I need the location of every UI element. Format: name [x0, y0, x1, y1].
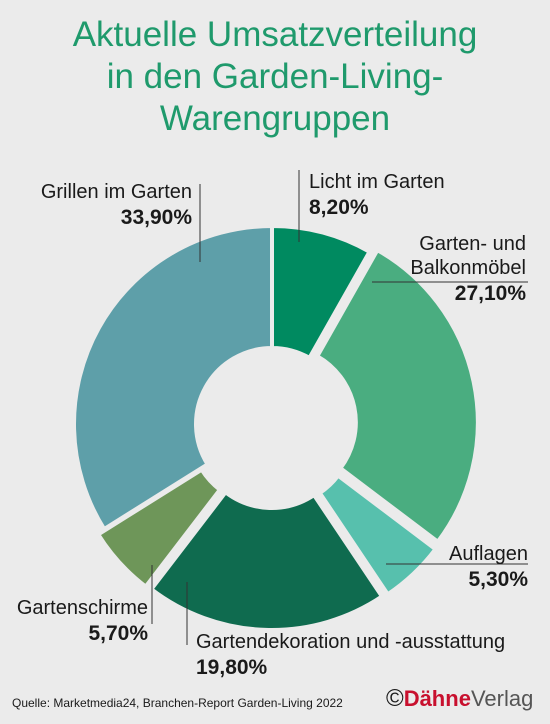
title-line-2: in den Garden-Living-	[106, 57, 444, 96]
label-auflagen-value: 5,30%	[468, 568, 528, 591]
label-gartendekoration: Gartendekoration und -ausstattung 19,80%	[196, 630, 505, 681]
publisher-logo: ©DähneVerlag	[386, 686, 533, 712]
label-moebel-name-line2: Balkonmöbel	[410, 257, 526, 279]
title-line-1: Aktuelle Umsatzverteilung	[72, 15, 478, 54]
copyright-symbol: ©	[386, 685, 404, 712]
label-moebel-value: 27,10%	[454, 282, 526, 305]
label-schirme-value: 5,70%	[88, 622, 148, 645]
label-grillen-im-garten: Grillen im Garten 33,90%	[41, 180, 192, 231]
label-auflagen: Auflagen 5,30%	[449, 542, 528, 593]
logo-brand: Dähne	[403, 686, 471, 711]
label-moebel-name-line1: Garten- und	[419, 233, 526, 255]
label-grillen-value: 33,90%	[120, 206, 192, 229]
title-line-3: Warengruppen	[159, 99, 391, 138]
logo-suffix: Verlag	[470, 686, 534, 711]
label-licht-im-garten: Licht im Garten 8,20%	[309, 170, 445, 221]
chart-title: Aktuelle Umsatzverteilung in den Garden-…	[0, 14, 550, 140]
label-schirme-name: Gartenschirme	[16, 597, 148, 619]
slice-auflagen	[317, 472, 439, 598]
label-licht-name: Licht im Garten	[309, 171, 445, 193]
label-deko-name: Gartendekoration und -ausstattung	[196, 631, 506, 653]
label-deko-value: 19,80%	[196, 656, 268, 679]
label-gartenschirme: Gartenschirme 5,70%	[17, 596, 148, 647]
source-note: Quelle: Marketmedia24, Branchen-Report G…	[12, 696, 343, 710]
label-garten-und-balkonmoebel: Garten- und Balkonmöbel 27,10%	[410, 232, 526, 307]
slice-grillen-im-garten	[72, 223, 274, 532]
label-auflagen-name: Auflagen	[449, 543, 528, 565]
label-licht-value: 8,20%	[309, 196, 369, 219]
slice-gartendekoration	[148, 489, 385, 632]
slice-gartenschirme	[95, 466, 223, 590]
label-grillen-name: Grillen im Garten	[40, 181, 192, 203]
slice-garten-und-balkonmoebel	[314, 247, 480, 545]
slice-licht-im-garten	[270, 223, 373, 361]
